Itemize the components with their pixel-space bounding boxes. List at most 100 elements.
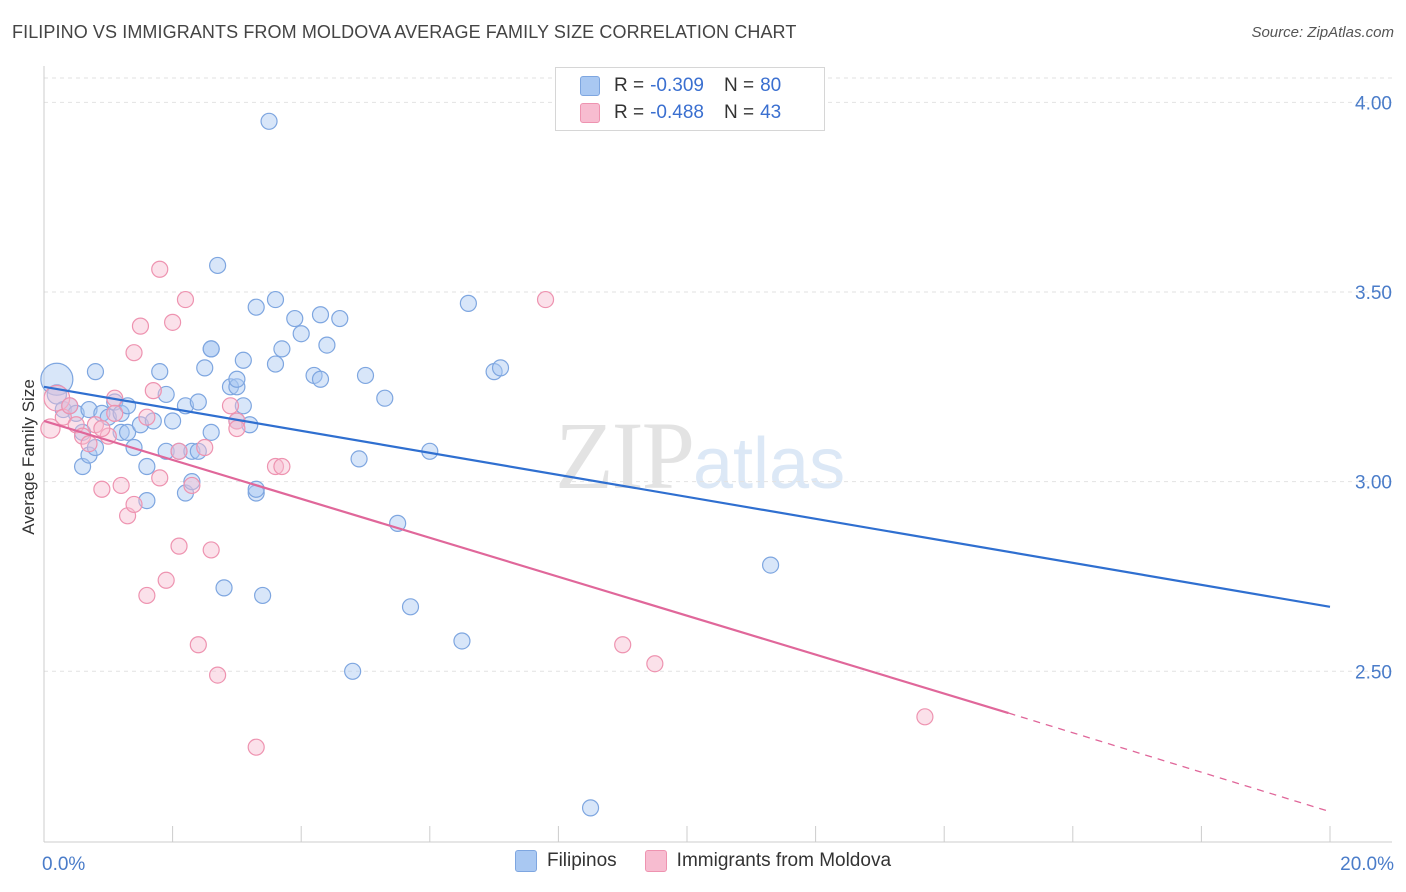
- legend-n-label: N =: [723, 75, 755, 96]
- legend-row-filipinos: R = -0.309 N = 80: [580, 73, 781, 99]
- point-moldova: [209, 666, 227, 684]
- point-filipinos: [138, 457, 156, 476]
- point-filipinos: [311, 306, 330, 324]
- x-tick-label: 0.0%: [42, 854, 85, 875]
- point-moldova: [170, 537, 188, 555]
- legend-label-moldova: Immigrants from Moldova: [676, 850, 892, 871]
- point-moldova: [151, 469, 169, 487]
- point-filipinos: [215, 579, 233, 597]
- point-moldova: [247, 738, 265, 756]
- point-moldova: [112, 476, 130, 495]
- point-moldova: [266, 457, 285, 476]
- x-tick-label: 20.0%: [1340, 854, 1394, 875]
- point-moldova: [164, 313, 182, 331]
- point-moldova: [138, 408, 156, 426]
- point-filipinos: [138, 492, 156, 510]
- point-moldova: [144, 382, 162, 400]
- point-filipinos: [266, 290, 285, 309]
- legend-n-value: 80: [760, 75, 782, 96]
- point-filipinos: [118, 423, 137, 441]
- point-moldova: [170, 442, 188, 460]
- point-filipinos: [234, 351, 252, 369]
- point-filipinos: [292, 325, 310, 343]
- point-filipinos: [202, 423, 220, 441]
- point-filipinos: [331, 309, 349, 328]
- point-filipinos: [376, 389, 394, 407]
- legend-swatch-moldova: [644, 850, 667, 872]
- point-filipinos: [260, 112, 278, 130]
- point-moldova: [196, 438, 214, 457]
- y-tick-label: 2.50: [1355, 662, 1392, 683]
- point-moldova: [93, 419, 111, 438]
- y-tick-label: 4.00: [1355, 93, 1392, 114]
- point-moldova: [221, 397, 240, 415]
- y-tick-label: 3.00: [1355, 473, 1392, 494]
- chart-title: FILIPINO VS IMMIGRANTS FROM MOLDOVA AVER…: [12, 22, 797, 42]
- point-filipinos: [286, 309, 304, 328]
- point-moldova: [273, 457, 291, 476]
- y-axis-label: Average Family Size: [19, 379, 38, 535]
- point-filipinos: [209, 256, 227, 275]
- point-filipinos: [350, 450, 368, 468]
- legend-item-filipinos[interactable]: Filipinos: [514, 850, 617, 872]
- point-filipinos: [266, 355, 285, 373]
- point-moldova: [536, 290, 555, 309]
- trendline-moldova: [43, 419, 1009, 715]
- legend-item-moldova[interactable]: Immigrants from Moldova: [644, 850, 892, 872]
- point-filipinos: [228, 370, 246, 388]
- point-moldova: [176, 290, 195, 309]
- source-credit: Source: ZipAtlas.com: [1251, 24, 1394, 41]
- point-filipinos: [234, 397, 252, 415]
- point-moldova: [614, 636, 632, 654]
- legend-n-value: 43: [760, 102, 782, 123]
- watermark-atlas: atlas: [693, 424, 846, 504]
- point-filipinos: [157, 385, 175, 404]
- point-moldova: [131, 317, 150, 335]
- series-legend: Filipinos Immigrants from Moldova: [0, 850, 1406, 872]
- correlation-legend: R = -0.309 N = 80 R = -0.488 N = 43: [555, 67, 825, 131]
- point-filipinos: [183, 442, 201, 460]
- legend-swatch-filipinos: [514, 850, 537, 872]
- point-moldova: [61, 397, 79, 415]
- point-moldova: [80, 435, 98, 453]
- point-moldova: [106, 404, 124, 422]
- point-filipinos: [273, 340, 291, 358]
- point-filipinos: [112, 423, 130, 441]
- point-filipinos: [311, 370, 330, 388]
- point-moldova: [228, 419, 246, 438]
- point-filipinos: [344, 662, 362, 680]
- trendline-filipinos: [43, 385, 1331, 608]
- point-filipinos: [318, 336, 336, 354]
- point-moldova: [916, 708, 934, 726]
- point-filipinos: [157, 442, 175, 460]
- point-filipinos: [86, 363, 105, 381]
- point-moldova: [157, 571, 175, 589]
- point-filipinos: [189, 393, 207, 411]
- point-filipinos: [491, 359, 510, 377]
- point-moldova: [138, 586, 156, 605]
- point-moldova: [93, 480, 111, 498]
- point-moldova: [202, 541, 220, 559]
- point-filipinos: [761, 556, 780, 574]
- point-filipinos: [164, 412, 182, 430]
- point-filipinos: [581, 799, 600, 817]
- legend-n-label: N =: [723, 102, 755, 123]
- legend-swatch-filipinos: [580, 76, 600, 96]
- watermark: ZIPatlas: [555, 400, 845, 511]
- point-filipinos: [151, 363, 169, 381]
- legend-swatch-moldova: [580, 103, 600, 123]
- legend-r-label: R =: [614, 75, 645, 96]
- point-moldova: [183, 476, 201, 495]
- legend-label-filipinos: Filipinos: [546, 850, 617, 871]
- point-filipinos: [196, 359, 214, 377]
- point-moldova: [125, 495, 143, 514]
- point-filipinos: [459, 294, 477, 312]
- point-moldova: [151, 260, 169, 278]
- point-moldova: [646, 655, 664, 673]
- legend-r-label: R =: [614, 102, 645, 123]
- point-filipinos: [202, 340, 220, 358]
- point-filipinos: [183, 473, 201, 491]
- point-moldova: [189, 636, 207, 654]
- watermark-zip: ZIP: [555, 402, 695, 509]
